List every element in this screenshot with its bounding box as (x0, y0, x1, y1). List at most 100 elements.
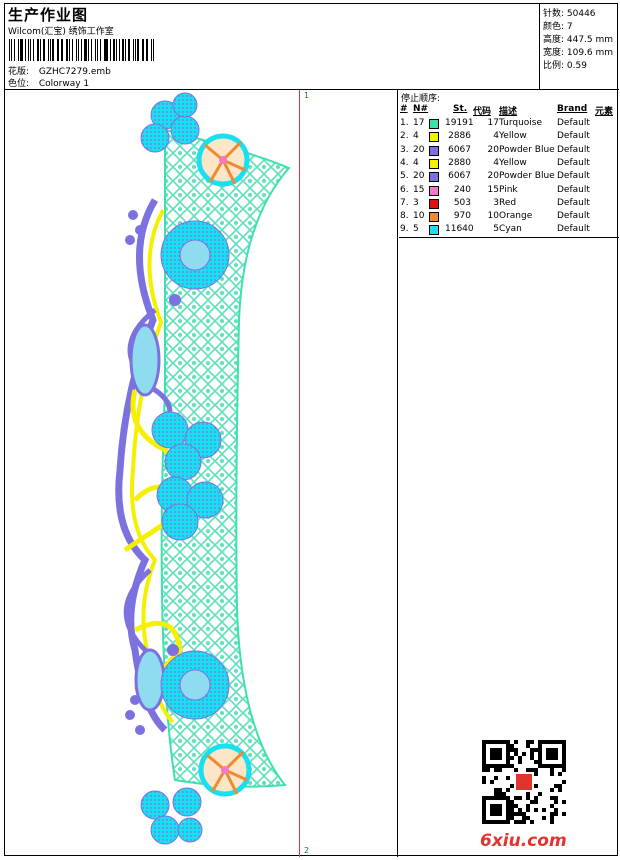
row-stitches: 2880 (448, 157, 471, 168)
design-file-label: 花版: (8, 67, 30, 77)
row-stitches: 503 (453, 197, 471, 208)
color-swatch (429, 212, 439, 223)
row-stitches: 6067 (448, 171, 471, 182)
row-desc: Yellow (499, 131, 527, 142)
color-swatch (429, 172, 439, 183)
row-desc: Powder Blue (499, 144, 555, 155)
embroidery-image (115, 92, 291, 845)
colorway-label: 色位: (8, 79, 30, 89)
design-preview: 1 2 (5, 90, 398, 857)
row-code: 17 (487, 118, 499, 128)
watermark-logo: 6xiu.com (480, 831, 567, 851)
thread-row: 5. 20 6067 20 Powder Blue Default (399, 171, 619, 184)
sequence-title: 停止顺序: (401, 94, 441, 104)
row-stitches: 970 (453, 211, 471, 222)
row-needle: 4 (413, 131, 419, 142)
row-desc: Pink (499, 184, 518, 195)
header-info: 生产作业图 Wilcom(汇宝) 绣饰工作室 花版: GZHC7279.emb … (5, 4, 540, 90)
row-code: 20 (487, 144, 499, 155)
row-code: 5 (493, 224, 499, 235)
row-brand: Default (557, 171, 590, 182)
thread-table: 停止顺序: # N# St. 代码 描述 Brand 元素 1. 17 19191 1… (399, 90, 619, 238)
thread-row: 9. 5 11640 5 Cyan Default (399, 224, 619, 237)
row-code: 10 (487, 211, 499, 222)
row-num: 4. (400, 157, 409, 168)
color-count: 颜色: 7 (543, 22, 573, 32)
row-code: 15 (487, 184, 499, 195)
color-swatch (429, 158, 439, 169)
row-num: 5. (400, 171, 409, 182)
row-desc: Turquoise (499, 118, 543, 128)
col-st: St. (453, 104, 468, 114)
row-num: 9. (400, 224, 409, 235)
sheet-header: 生产作业图 Wilcom(汇宝) 绣饰工作室 花版: GZHC7279.emb … (5, 4, 619, 90)
barcode (9, 39, 156, 61)
row-desc: Powder Blue (499, 171, 555, 182)
color-swatch (429, 225, 439, 236)
table-header: # N# St. 代码 描述 Brand 元素 (399, 104, 619, 117)
row-num: 6. (400, 184, 409, 195)
row-code: 4 (493, 157, 499, 168)
row-needle: 10 (413, 211, 425, 222)
row-num: 1. (400, 118, 409, 128)
start-marker: 1 (304, 91, 310, 100)
color-swatch (429, 198, 439, 209)
col-code: 代码 (473, 107, 492, 117)
col-desc: 描述 (499, 107, 518, 117)
row-stitches: 19191 (445, 118, 474, 128)
design-stats: 针数: 50446 颜色: 7 高度: 447.5 mm 宽度: 109.6 m… (541, 4, 619, 90)
colorway-value: Colorway 1 (38, 79, 90, 89)
thread-row: 3. 20 6067 20 Powder Blue Default (399, 145, 619, 158)
color-swatch (429, 119, 439, 129)
col-num: # (400, 104, 408, 114)
row-desc: Orange (499, 211, 533, 222)
row-brand: Default (557, 131, 590, 142)
design-height: 高度: 447.5 mm (543, 35, 614, 45)
row-code: 20 (487, 171, 499, 182)
row-brand: Default (557, 118, 590, 128)
row-desc: Yellow (499, 157, 527, 168)
design-scale: 比例: 0.59 (543, 61, 587, 71)
row-brand: Default (557, 224, 590, 235)
row-brand: Default (557, 144, 590, 155)
end-marker: 2 (304, 846, 310, 855)
color-swatch (429, 185, 439, 196)
row-desc: Red (499, 197, 517, 208)
row-needle: 20 (413, 171, 425, 182)
row-needle: 20 (413, 144, 425, 155)
color-swatch (429, 132, 439, 143)
design-file-value: GZHC7279.emb (38, 67, 111, 77)
row-brand: Default (557, 184, 590, 195)
row-code: 4 (493, 131, 499, 142)
thread-row: 7. 3 503 3 Red Default (399, 198, 619, 211)
row-code: 3 (493, 197, 499, 208)
design-width: 宽度: 109.6 mm (543, 48, 614, 58)
page-title: 生产作业图 (8, 6, 89, 24)
thread-row: 1. 17 19191 17 Turquoise Default (399, 118, 619, 131)
row-num: 3. (400, 144, 409, 155)
thread-row: 6. 15 240 15 Pink Default (399, 185, 619, 198)
row-brand: Default (557, 197, 590, 208)
col-element: 元素 (595, 107, 614, 117)
row-needle: 5 (413, 224, 419, 235)
qr-code (482, 740, 566, 824)
stitch-guide-line (299, 90, 300, 857)
row-desc: Cyan (499, 224, 522, 235)
row-needle: 3 (413, 197, 419, 208)
row-num: 7. (400, 197, 409, 208)
subtitle: Wilcom(汇宝) 绣饰工作室 (8, 27, 114, 37)
design-file-row: 花版: GZHC7279.emb (8, 64, 111, 77)
row-stitches: 240 (453, 184, 471, 195)
col-brand: Brand (557, 104, 588, 114)
row-needle: 4 (413, 157, 419, 168)
row-num: 8. (400, 211, 409, 222)
row-brand: Default (557, 157, 590, 168)
col-n: N# (413, 104, 429, 114)
row-needle: 17 (413, 118, 425, 128)
thread-row: 2. 4 2886 4 Yellow Default (399, 131, 619, 144)
row-brand: Default (557, 211, 590, 222)
row-stitches: 6067 (448, 144, 471, 155)
row-stitches: 2886 (448, 131, 471, 142)
row-needle: 15 (413, 184, 425, 195)
row-num: 2. (400, 131, 409, 142)
